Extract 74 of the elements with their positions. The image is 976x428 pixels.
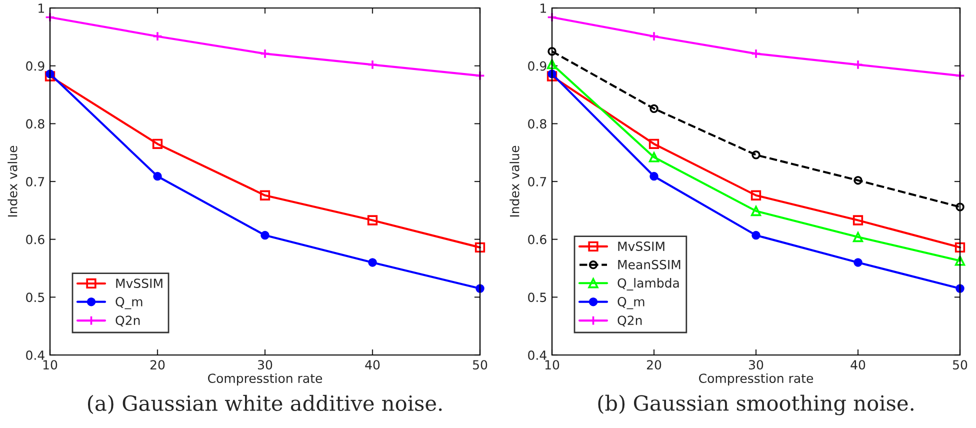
legend-label: Q2n bbox=[618, 316, 642, 327]
point bbox=[260, 230, 270, 240]
point bbox=[752, 230, 760, 240]
y-tick-label: 0.6 bbox=[26, 234, 44, 244]
x-axis-title: Compresstion rate bbox=[699, 373, 814, 386]
point bbox=[474, 242, 486, 252]
legend-label: MvSSIM bbox=[116, 278, 162, 288]
point bbox=[152, 138, 163, 149]
y-tick-label: 0.7 bbox=[528, 176, 546, 186]
point bbox=[546, 59, 558, 70]
x-tick-label: 40 bbox=[850, 360, 866, 370]
y-tick-label: 0.7 bbox=[26, 176, 44, 186]
x-tick-label: 10 bbox=[545, 360, 560, 370]
y-tick-label: 1 bbox=[540, 4, 546, 13]
x-tick-label: 50 bbox=[473, 360, 488, 370]
y-tick-label: 1 bbox=[38, 4, 44, 13]
point bbox=[852, 60, 864, 70]
x-tick-label: 40 bbox=[365, 360, 380, 370]
point bbox=[648, 138, 660, 149]
x-tick-label: 20 bbox=[646, 360, 662, 370]
point bbox=[650, 104, 658, 114]
point bbox=[750, 48, 762, 59]
point bbox=[367, 60, 378, 70]
point bbox=[650, 172, 658, 181]
x-tick-label: 30 bbox=[258, 360, 272, 370]
point bbox=[954, 70, 966, 81]
legend-label: Q_m bbox=[618, 296, 644, 310]
point bbox=[546, 12, 558, 22]
point bbox=[854, 176, 862, 185]
point bbox=[367, 215, 378, 226]
y-tick-label: 0.4 bbox=[26, 350, 44, 360]
point bbox=[153, 172, 162, 181]
point bbox=[752, 150, 760, 160]
point bbox=[648, 31, 660, 42]
x-tick-label: 20 bbox=[150, 360, 165, 370]
point bbox=[44, 71, 56, 82]
point bbox=[854, 258, 862, 267]
y-tick-label: 0.5 bbox=[26, 292, 44, 302]
point bbox=[260, 48, 270, 59]
legend-label: MeanSSIM bbox=[618, 260, 680, 270]
legend-label: Q_m bbox=[116, 296, 142, 310]
y-axis-title: Index value bbox=[510, 146, 520, 217]
legend-label: Q_lambda bbox=[618, 278, 679, 290]
y-tick-label: 0.4 bbox=[528, 350, 546, 360]
point bbox=[260, 190, 270, 200]
point bbox=[852, 232, 864, 242]
y-tick-label: 0.5 bbox=[528, 292, 546, 302]
x-tick-label: 50 bbox=[953, 360, 968, 370]
point bbox=[852, 215, 864, 226]
text: (b) Gaussian smoothing noise. bbox=[598, 394, 914, 416]
point bbox=[954, 256, 966, 266]
point bbox=[750, 206, 762, 216]
x-axis-title: Compresstion rate bbox=[208, 373, 322, 386]
point bbox=[474, 70, 486, 81]
y-tick-label: 0.9 bbox=[26, 61, 44, 71]
y-tick-label: 0.8 bbox=[26, 119, 44, 129]
x-tick-label: 30 bbox=[749, 360, 764, 370]
y-axis-title: Index value bbox=[8, 146, 18, 217]
y-tick-label: 0.9 bbox=[528, 61, 546, 71]
y-tick-label: 0.6 bbox=[528, 234, 546, 244]
point bbox=[648, 152, 660, 162]
point bbox=[750, 190, 762, 200]
x-tick-label: 10 bbox=[43, 360, 58, 370]
point bbox=[548, 47, 556, 56]
point bbox=[956, 202, 964, 212]
text: (a) Gaussian white additive noise. bbox=[88, 394, 442, 414]
point bbox=[546, 71, 558, 82]
point bbox=[152, 31, 163, 42]
point bbox=[44, 12, 56, 22]
legend-label: MvSSIM bbox=[618, 242, 664, 251]
legend-label: Q2n bbox=[116, 316, 140, 327]
point bbox=[368, 258, 377, 267]
point bbox=[954, 242, 966, 252]
y-tick-label: 0.8 bbox=[528, 119, 546, 129]
